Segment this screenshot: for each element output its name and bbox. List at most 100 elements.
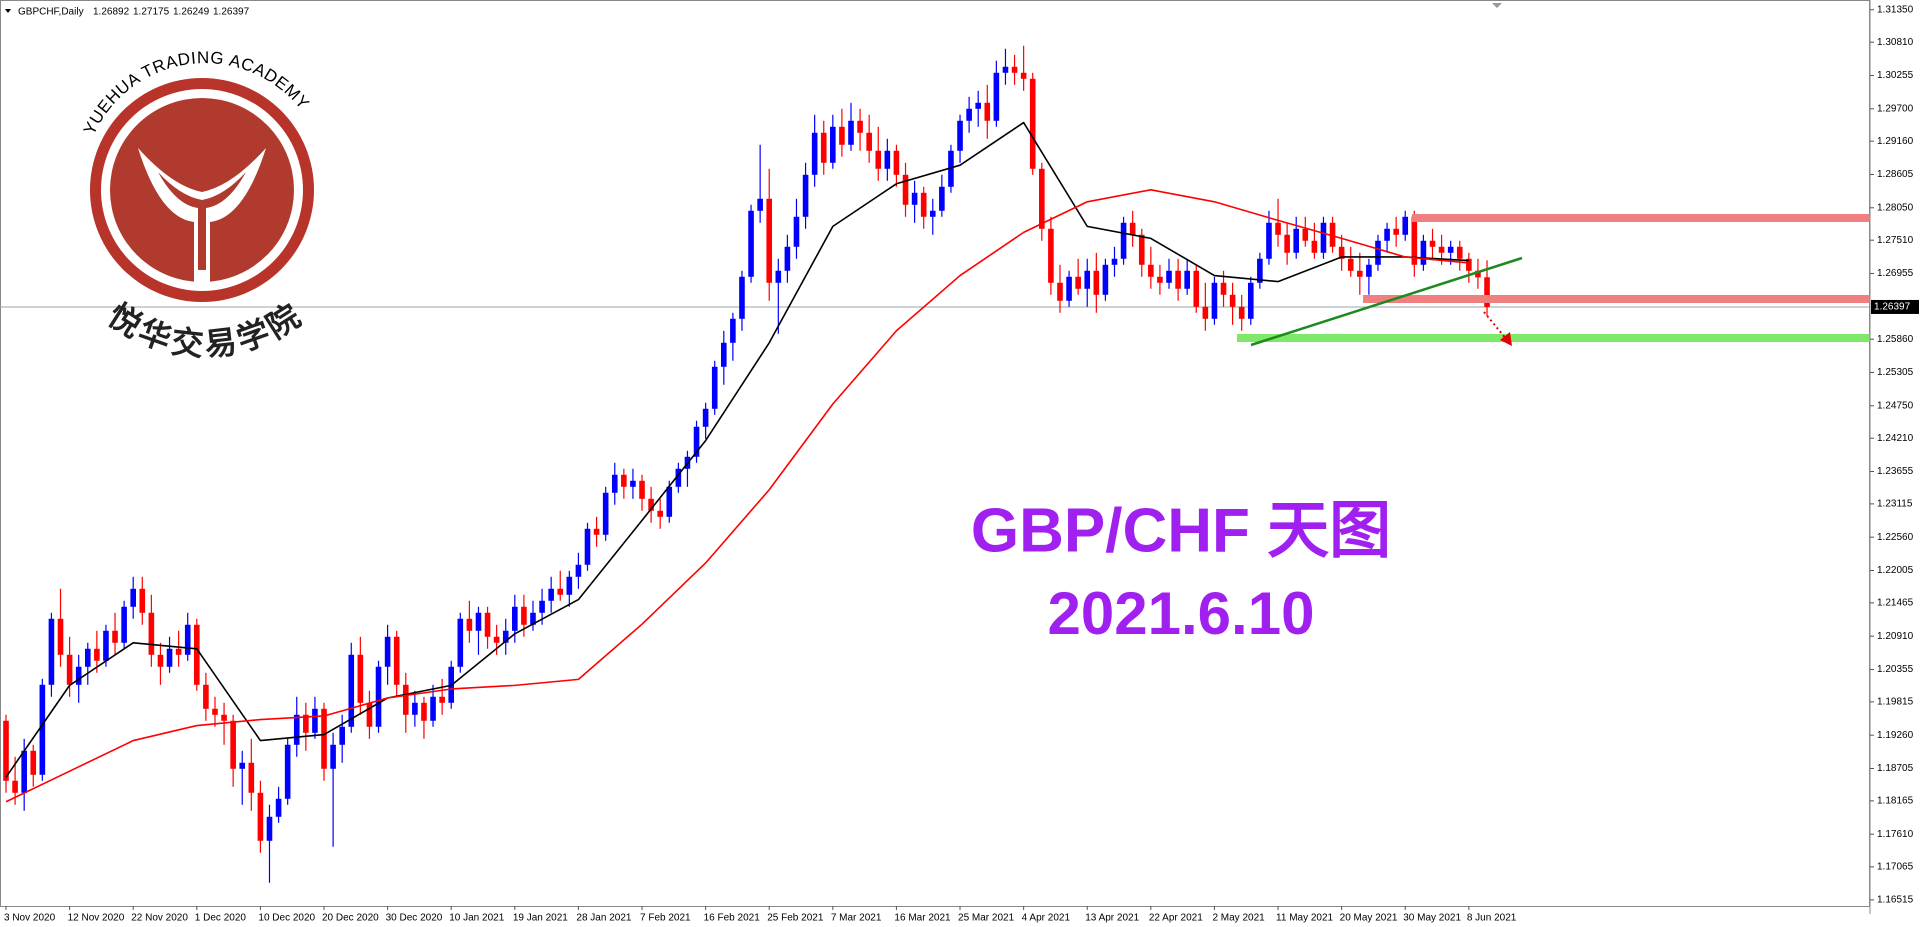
- plot-frame: [0, 0, 1870, 907]
- candle-body: [393, 636, 400, 685]
- y-tick-label: 1.31350: [1877, 4, 1914, 15]
- y-tick-label: 1.17610: [1877, 829, 1914, 840]
- candle-body: [57, 618, 64, 655]
- candle-body: [1029, 78, 1036, 169]
- candle-body: [412, 702, 418, 715]
- candle-body: [1402, 216, 1409, 235]
- candle-body: [884, 150, 891, 169]
- candle-body: [84, 648, 91, 667]
- forecast-arrow-head: [1500, 332, 1512, 346]
- candle-body: [239, 762, 246, 769]
- candle-body: [566, 576, 573, 595]
- candle-body: [30, 750, 37, 775]
- x-tick-label: 20 Dec 2020: [322, 913, 379, 924]
- candle-body: [230, 720, 236, 769]
- candle-body: [1039, 168, 1045, 229]
- candle-body: [466, 618, 473, 631]
- y-tick-label: 1.19260: [1877, 730, 1914, 741]
- candle-body: [1475, 270, 1481, 278]
- candle-body: [711, 366, 718, 409]
- y-tick-label: 1.30255: [1877, 70, 1914, 81]
- candle-body: [148, 612, 155, 655]
- x-tick-label: 25 Feb 2021: [767, 913, 824, 924]
- x-tick-label: 19 Jan 2021: [513, 913, 568, 924]
- header-close: 1.26397: [213, 7, 250, 18]
- candle-body: [857, 120, 863, 133]
- candle-body: [1338, 246, 1345, 259]
- candle-body: [1057, 282, 1063, 301]
- candle-body: [984, 102, 991, 121]
- plot-layer: [0, 45, 1870, 883]
- candle-body: [430, 696, 436, 721]
- candle-body: [1211, 282, 1218, 319]
- candle-body: [1093, 270, 1100, 295]
- candle-body: [1429, 240, 1436, 247]
- y-tick-label: 1.20355: [1877, 664, 1914, 675]
- x-tick-label: 10 Dec 2020: [258, 913, 315, 924]
- candle-body: [675, 468, 682, 487]
- candle-body: [457, 618, 464, 667]
- candle-body: [348, 654, 355, 727]
- header-symbol: GBPCHF,Daily: [18, 7, 84, 18]
- x-tick-label: 13 Apr 2021: [1085, 913, 1139, 924]
- forecast-arrow: [1483, 311, 1508, 341]
- candle-body: [1257, 258, 1263, 283]
- candle-body: [12, 780, 18, 793]
- candle-body: [1284, 234, 1290, 253]
- candle-body: [1393, 228, 1399, 235]
- candle-body: [330, 744, 336, 769]
- candle-body: [39, 684, 46, 775]
- candle-body: [1202, 306, 1209, 319]
- candle-body: [802, 174, 809, 217]
- candle-body: [530, 612, 536, 625]
- x-tick-label: 4 Apr 2021: [1022, 913, 1071, 924]
- candle-body: [1184, 270, 1190, 289]
- candle-body: [1347, 258, 1354, 271]
- candle-body: [820, 132, 827, 163]
- x-tick-label: 10 Jan 2021: [449, 913, 504, 924]
- header-low: 1.26249: [173, 7, 210, 18]
- candle-body: [293, 714, 300, 745]
- header-high: 1.27175: [133, 7, 170, 18]
- candle-body: [939, 186, 945, 211]
- candle-body: [1166, 270, 1172, 283]
- candle-body: [439, 696, 445, 703]
- candle-body: [839, 126, 845, 145]
- candle-body: [621, 474, 627, 487]
- candle-body: [557, 588, 564, 595]
- candle-body: [130, 588, 137, 607]
- candle-body: [103, 630, 109, 661]
- candle-body: [484, 612, 491, 637]
- candle-body: [757, 198, 763, 211]
- candle-body: [975, 102, 982, 109]
- candle-body: [548, 588, 554, 601]
- candle-body: [1075, 276, 1081, 289]
- candle-body: [1411, 216, 1418, 265]
- annotation-title: GBP/CHF 天图: [971, 496, 1391, 565]
- candle-body: [1438, 246, 1445, 253]
- candle-body: [657, 510, 663, 517]
- candle-body: [94, 648, 100, 661]
- candle-body: [1447, 246, 1454, 253]
- candle-body: [911, 192, 918, 205]
- candle-body: [1366, 264, 1372, 277]
- y-tick-label: 1.25305: [1877, 367, 1914, 378]
- candle-body: [948, 150, 954, 187]
- y-tick-label: 1.28050: [1877, 202, 1914, 213]
- candle-body: [257, 792, 264, 841]
- current-price-box: [1871, 299, 1919, 314]
- candle-body: [648, 498, 654, 511]
- candle-body: [593, 528, 600, 535]
- x-tick-label: 2 May 2021: [1212, 913, 1265, 924]
- candle-body: [3, 720, 9, 781]
- x-tick-label: 12 Nov 2020: [68, 913, 125, 924]
- resistance-zone: [1412, 214, 1870, 222]
- candle-body: [402, 684, 409, 715]
- candle-body: [212, 708, 218, 715]
- candle-body: [639, 480, 645, 499]
- candle-body: [866, 132, 872, 151]
- candle-body: [366, 702, 373, 727]
- candle-body: [993, 72, 1000, 121]
- candle-body: [929, 210, 936, 217]
- candle-body: [1175, 270, 1181, 289]
